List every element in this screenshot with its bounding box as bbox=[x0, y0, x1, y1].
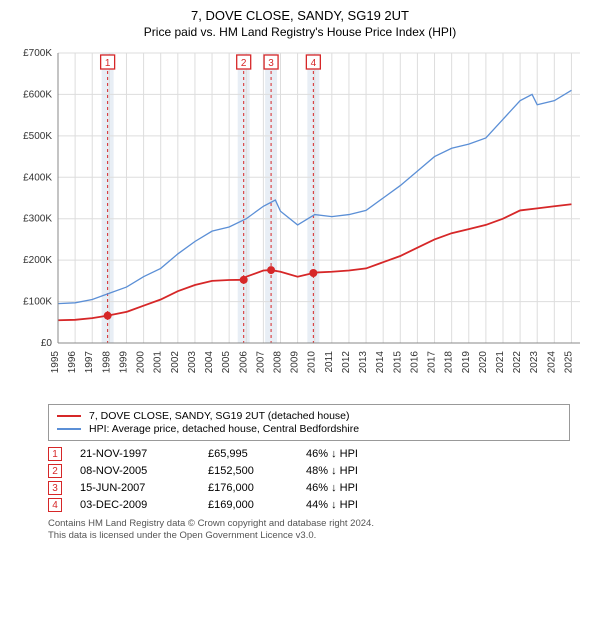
x-tick-label: 2008 bbox=[272, 351, 283, 374]
page-title: 7, DOVE CLOSE, SANDY, SG19 2UT bbox=[10, 8, 590, 23]
x-tick-label: 2021 bbox=[495, 351, 506, 374]
sales-table: 1 21-NOV-1997 £65,995 46% ↓ HPI 2 08-NOV-2005… bbox=[48, 447, 570, 512]
x-tick-label: 2007 bbox=[255, 351, 266, 374]
chart-svg: £0 £100K £200K £300K £400K £500K £600K £700K 199… bbox=[10, 43, 590, 393]
legend-swatch bbox=[57, 428, 81, 430]
sale-delta: 44% ↓ HPI bbox=[306, 499, 396, 511]
y-tick-label: £300K bbox=[23, 214, 52, 225]
x-tick-label: 2014 bbox=[375, 351, 386, 374]
legend-label: HPI: Average price, detached house, Cent… bbox=[89, 423, 359, 435]
sale-dot bbox=[309, 269, 317, 277]
footer-attribution: Contains HM Land Registry data © Crown c… bbox=[48, 518, 570, 543]
x-tick-label: 1998 bbox=[101, 351, 112, 374]
sale-delta: 48% ↓ HPI bbox=[306, 465, 396, 477]
sale-dot bbox=[267, 266, 275, 274]
x-tick-label: 2015 bbox=[392, 351, 403, 374]
x-tick-label: 2010 bbox=[307, 351, 318, 374]
y-tick-label: £600K bbox=[23, 89, 52, 100]
legend-row: HPI: Average price, detached house, Cent… bbox=[57, 423, 561, 435]
sale-date: 15-JUN-2007 bbox=[80, 482, 190, 494]
y-tick-label: £500K bbox=[23, 131, 52, 142]
sale-date: 08-NOV-2005 bbox=[80, 465, 190, 477]
table-row: 2 08-NOV-2005 £152,500 48% ↓ HPI bbox=[48, 464, 570, 478]
x-tick-label: 2023 bbox=[529, 351, 540, 374]
x-tick-label: 2001 bbox=[153, 351, 164, 374]
legend-row: 7, DOVE CLOSE, SANDY, SG19 2UT (detached… bbox=[57, 410, 561, 422]
legend: 7, DOVE CLOSE, SANDY, SG19 2UT (detached… bbox=[48, 404, 570, 441]
sale-dot bbox=[104, 312, 112, 320]
sale-price: £169,000 bbox=[208, 499, 288, 511]
sale-marker-number: 2 bbox=[241, 58, 247, 69]
x-tick-label: 1995 bbox=[50, 351, 61, 374]
table-row: 1 21-NOV-1997 £65,995 46% ↓ HPI bbox=[48, 447, 570, 461]
x-tick-label: 2006 bbox=[238, 351, 249, 374]
y-tick-label: £200K bbox=[23, 255, 52, 266]
y-tick-label: £700K bbox=[23, 48, 52, 59]
x-tick-label: 1996 bbox=[67, 351, 78, 374]
x-tick-label: 2022 bbox=[512, 351, 523, 374]
sale-date: 03-DEC-2009 bbox=[80, 499, 190, 511]
sale-price: £152,500 bbox=[208, 465, 288, 477]
price-chart: £0 £100K £200K £300K £400K £500K £600K £700K 199… bbox=[10, 43, 590, 398]
legend-label: 7, DOVE CLOSE, SANDY, SG19 2UT (detached… bbox=[89, 410, 350, 422]
x-tick-label: 1997 bbox=[84, 351, 95, 374]
x-tick-label: 2018 bbox=[444, 351, 455, 374]
sale-delta: 46% ↓ HPI bbox=[306, 482, 396, 494]
page-subtitle: Price paid vs. HM Land Registry's House … bbox=[10, 25, 590, 39]
x-tick-label: 2004 bbox=[204, 351, 215, 374]
x-tick-label: 2003 bbox=[187, 351, 198, 374]
sale-marker-number: 1 bbox=[105, 58, 111, 69]
x-tick-label: 2024 bbox=[546, 351, 557, 374]
sale-price: £176,000 bbox=[208, 482, 288, 494]
x-tick-label: 2002 bbox=[170, 351, 181, 374]
table-row: 3 15-JUN-2007 £176,000 46% ↓ HPI bbox=[48, 481, 570, 495]
legend-swatch bbox=[57, 415, 81, 417]
x-tick-label: 2019 bbox=[461, 351, 472, 374]
y-tick-label: £0 bbox=[41, 338, 53, 349]
x-tick-label: 2012 bbox=[341, 351, 352, 374]
sale-dot bbox=[240, 276, 248, 284]
sale-marker-number: 3 bbox=[268, 58, 274, 69]
footer-line: Contains HM Land Registry data © Crown c… bbox=[48, 518, 570, 530]
y-tick-label: £100K bbox=[23, 297, 52, 308]
sale-marker-number: 4 bbox=[311, 58, 317, 69]
x-tick-label: 2016 bbox=[409, 351, 420, 374]
sale-marker-ref: 1 bbox=[48, 447, 62, 461]
x-tick-label: 2009 bbox=[290, 351, 301, 374]
sale-marker-ref: 4 bbox=[48, 498, 62, 512]
sale-marker-ref: 2 bbox=[48, 464, 62, 478]
x-tick-label: 2011 bbox=[324, 351, 335, 373]
x-tick-label: 2025 bbox=[563, 351, 574, 374]
sale-date: 21-NOV-1997 bbox=[80, 448, 190, 460]
y-tick-label: £400K bbox=[23, 172, 52, 183]
sale-delta: 46% ↓ HPI bbox=[306, 448, 396, 460]
x-tick-label: 1999 bbox=[118, 351, 129, 374]
sale-marker-ref: 3 bbox=[48, 481, 62, 495]
x-tick-label: 2020 bbox=[478, 351, 489, 374]
x-tick-label: 2000 bbox=[136, 351, 147, 374]
sale-price: £65,995 bbox=[208, 448, 288, 460]
table-row: 4 03-DEC-2009 £169,000 44% ↓ HPI bbox=[48, 498, 570, 512]
footer-line: This data is licensed under the Open Gov… bbox=[48, 530, 570, 542]
x-tick-label: 2013 bbox=[358, 351, 369, 374]
x-tick-label: 2017 bbox=[427, 351, 438, 374]
x-tick-label: 2005 bbox=[221, 351, 232, 374]
